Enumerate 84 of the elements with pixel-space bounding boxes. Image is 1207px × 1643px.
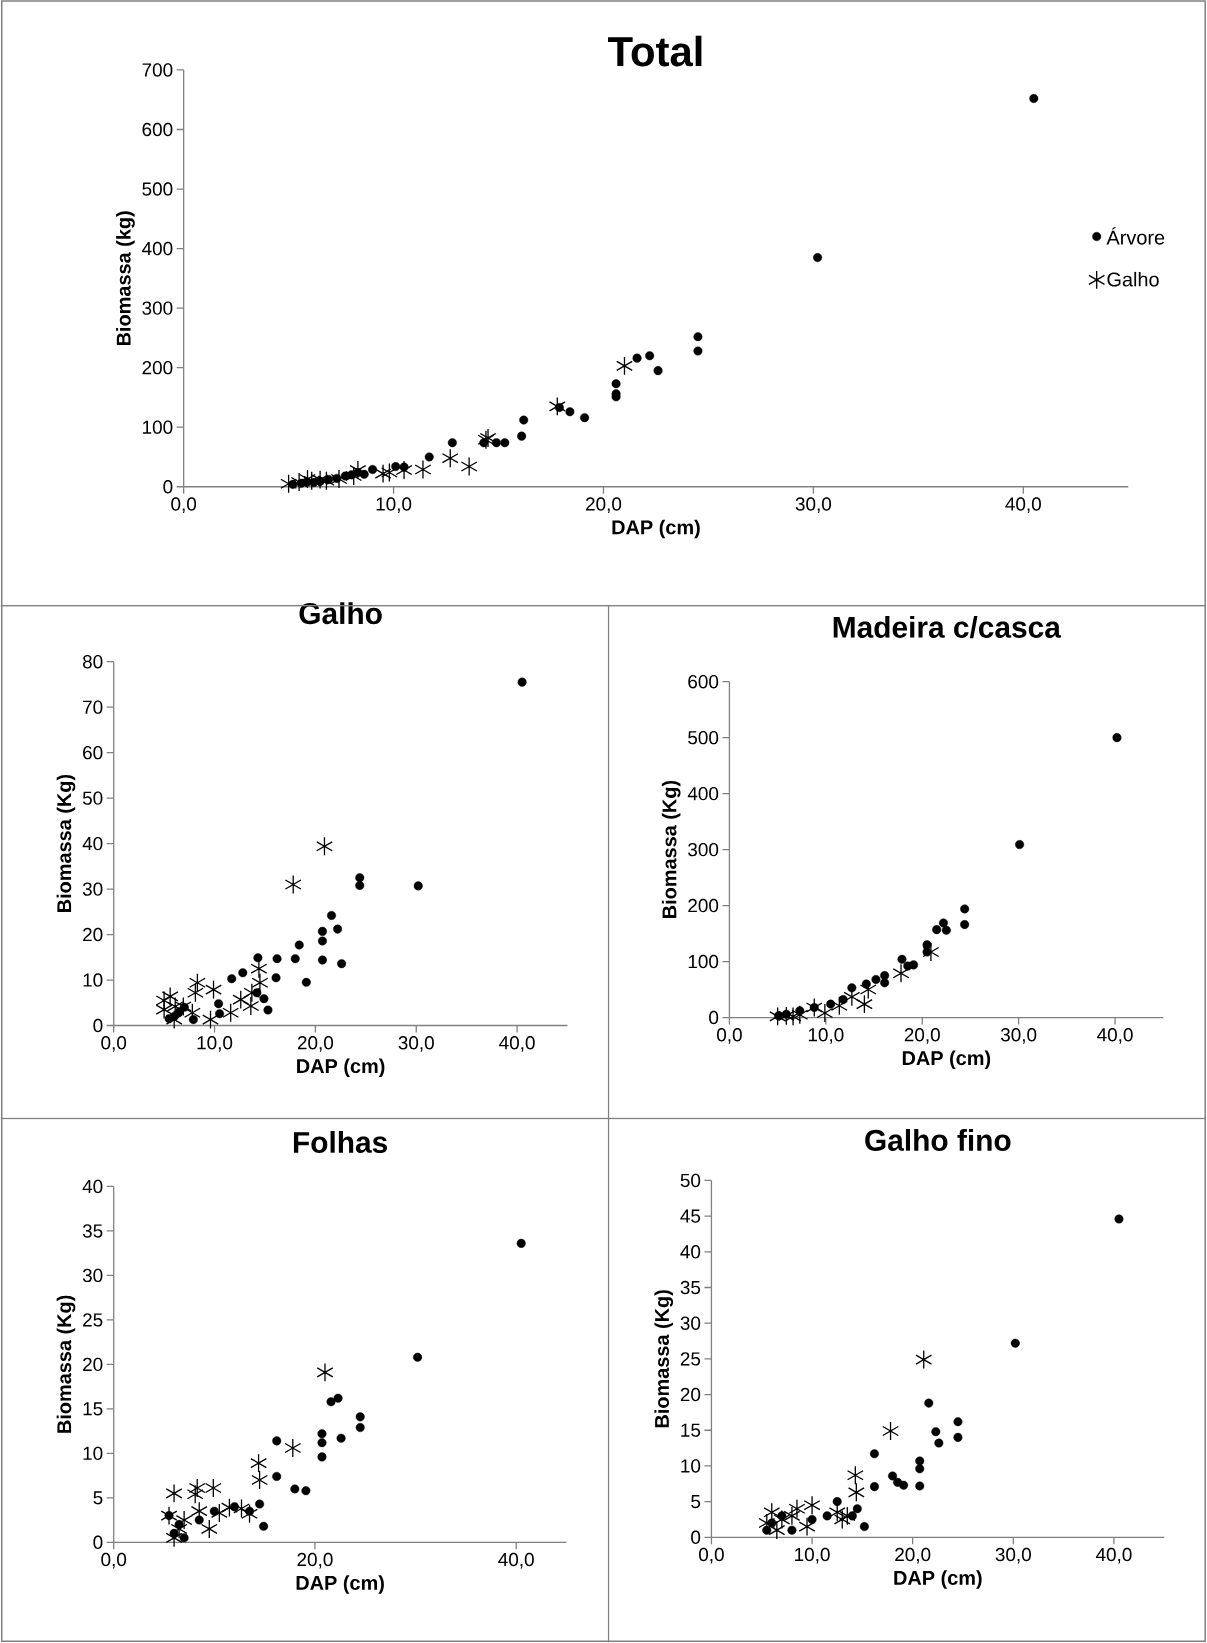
y-tick-label: 10 [83, 973, 103, 987]
x-tick-label: 40,0 [499, 1036, 535, 1052]
y-tick-label: 0 [709, 1010, 719, 1025]
y-tick-label: 35 [82, 1224, 103, 1238]
y-tick-label: 500 [688, 730, 719, 745]
y-tick-label: 200 [142, 360, 173, 375]
y-tick-label: 25 [83, 1313, 103, 1327]
y-tick-label: 40 [680, 1245, 701, 1259]
y-tick-label: 50 [82, 791, 103, 805]
y-tick-label: 400 [142, 241, 173, 256]
y-tick-label: 70 [83, 700, 103, 714]
y-axis-title: Biomassa (Kg) [56, 1295, 76, 1433]
x-tick-label: 10,0 [197, 1036, 233, 1052]
y-tick-label: 25 [680, 1352, 701, 1366]
x-tick-label: 30,0 [795, 497, 832, 513]
x-tick-label: 0,0 [699, 1547, 724, 1564]
x-tick-label: 40,0 [1097, 1028, 1133, 1044]
y-tick-label: 100 [688, 954, 719, 969]
x-tick-label: 30,0 [1000, 1028, 1037, 1044]
x-axis-title: DAP (cm) [297, 1058, 385, 1078]
chart-title: Galho [299, 602, 382, 625]
y-tick-label: 40 [82, 1179, 103, 1194]
y-tick-label: 0 [163, 480, 173, 494]
y-axis-title: Biomassa (Kg) [56, 774, 76, 912]
x-tick-label: 0,0 [101, 1552, 127, 1569]
y-tick-label: 60 [83, 745, 103, 760]
y-tick-label: 0 [691, 1530, 701, 1544]
x-tick-label: 40,0 [1095, 1547, 1132, 1564]
y-tick-label: 0 [93, 1535, 103, 1549]
y-tick-label: 600 [688, 674, 719, 689]
x-tick-label: 20,0 [904, 1028, 940, 1044]
y-tick-label: 80 [82, 654, 103, 669]
y-tick-label: 700 [142, 63, 173, 77]
x-axis-title: DAP (cm) [894, 1570, 982, 1589]
x-tick-label: 30,0 [398, 1036, 434, 1052]
y-tick-label: 20 [680, 1387, 701, 1402]
y-tick-label: 5 [93, 1491, 103, 1505]
x-tick-label: 0,0 [171, 497, 197, 513]
y-tick-label: 45 [680, 1209, 701, 1223]
x-tick-label: 20,0 [895, 1547, 931, 1564]
legend-label: Árvore [1106, 227, 1165, 245]
x-tick-label: 30,0 [995, 1547, 1031, 1564]
y-tick-label: 30 [82, 1268, 103, 1283]
chart-title: Madeira c/casca [833, 615, 1062, 639]
x-tick-label: 20,0 [297, 1036, 334, 1052]
y-tick-label: 0 [93, 1018, 103, 1033]
y-tick-label: 10 [681, 1459, 701, 1473]
y-tick-label: 200 [688, 898, 719, 913]
y-tick-label: 30 [680, 1316, 701, 1330]
x-axis-title: DAP (cm) [902, 1050, 991, 1070]
x-tick-label: 20,0 [297, 1552, 333, 1569]
y-axis-title: Biomassa (Kg) [661, 780, 681, 918]
y-tick-label: 500 [142, 182, 173, 196]
x-tick-label: 10,0 [795, 1547, 830, 1564]
y-tick-label: 40 [82, 836, 103, 851]
y-tick-label: 20 [83, 927, 103, 942]
x-tick-label: 40,0 [1005, 497, 1041, 513]
y-tick-label: 600 [142, 122, 173, 137]
chart-title: Total [608, 35, 702, 67]
y-tick-label: 20 [83, 1357, 103, 1372]
chart-title: Galho fino [865, 1129, 1011, 1151]
y-tick-label: 15 [83, 1402, 103, 1416]
y-axis-title: Biomassa (kg) [116, 211, 135, 346]
y-axis-title: Biomassa (Kg) [654, 1290, 674, 1428]
legend-label: Galho [1107, 271, 1159, 287]
chart-title: Folhas [293, 1131, 388, 1153]
x-tick-label: 20,0 [586, 497, 622, 513]
x-tick-label: 0,0 [717, 1028, 742, 1044]
y-tick-label: 5 [691, 1495, 701, 1509]
y-tick-label: 50 [680, 1173, 701, 1188]
y-tick-label: 300 [688, 842, 719, 857]
y-tick-label: 100 [143, 420, 173, 434]
x-tick-label: 0,0 [101, 1036, 127, 1052]
y-tick-label: 35 [680, 1280, 701, 1295]
x-tick-label: 10,0 [376, 497, 412, 513]
y-tick-label: 30 [82, 882, 103, 896]
x-axis-title: DAP (cm) [612, 519, 700, 539]
y-tick-label: 10 [83, 1446, 103, 1461]
y-tick-label: 15 [681, 1423, 701, 1437]
x-axis-title: DAP (cm) [296, 1575, 384, 1594]
y-tick-label: 400 [687, 786, 719, 801]
x-tick-label: 10,0 [808, 1028, 844, 1044]
y-tick-label: 300 [142, 301, 173, 315]
x-tick-label: 40,0 [498, 1552, 534, 1569]
